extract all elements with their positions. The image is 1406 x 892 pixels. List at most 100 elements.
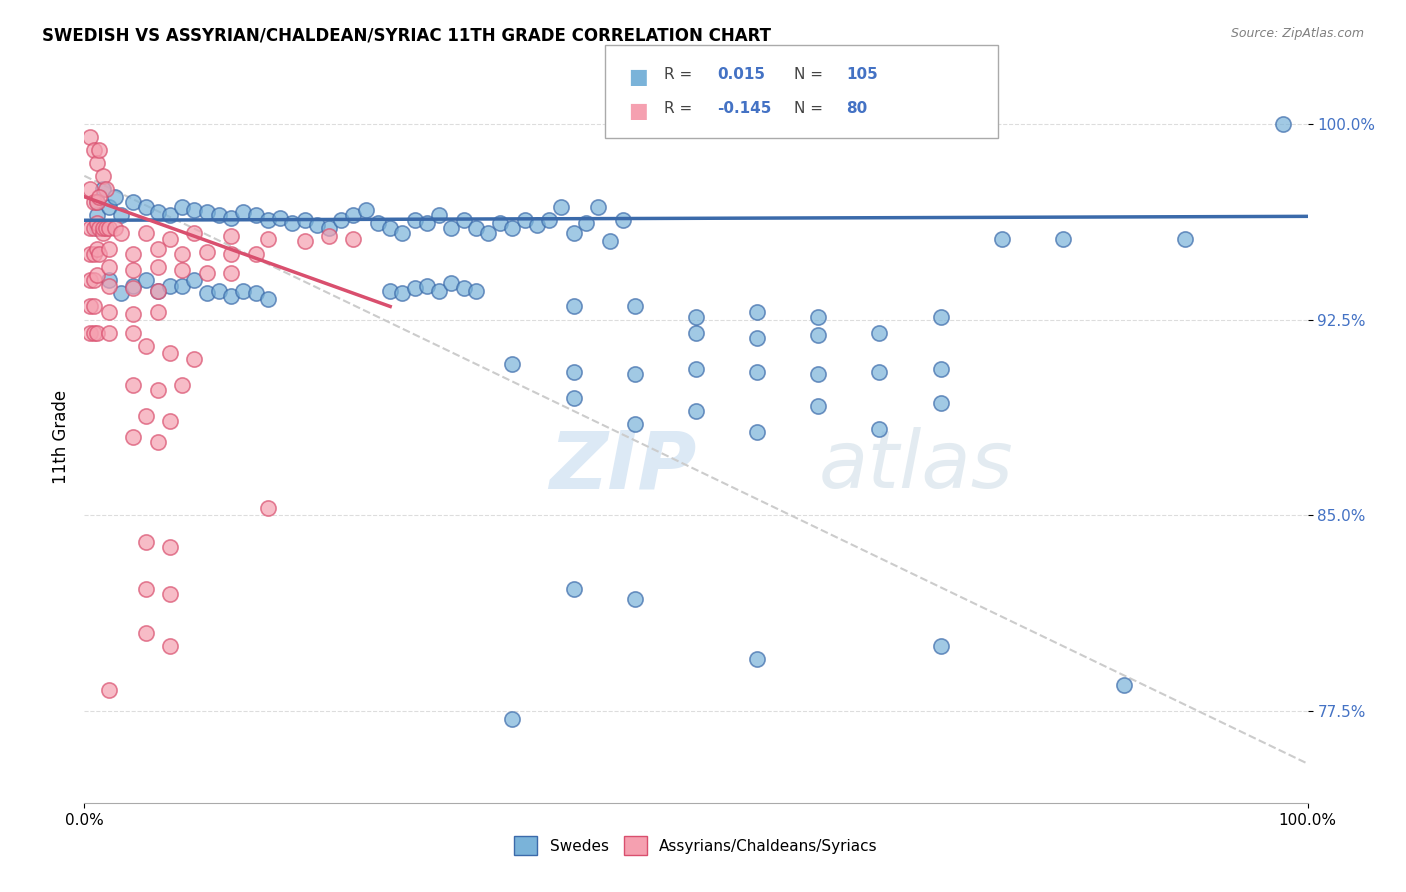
Point [1114, 678, 1136, 692]
Point [79, 326, 101, 340]
Point [562, 227, 585, 241]
Point [453, 281, 475, 295]
Point [146, 205, 169, 219]
Point [96, 182, 118, 196]
Point [464, 284, 486, 298]
Point [110, 208, 132, 222]
Point [195, 205, 218, 219]
Point [135, 409, 157, 424]
Point [489, 216, 512, 230]
Point [83, 143, 105, 157]
Point [97, 326, 120, 340]
Point [172, 247, 194, 261]
Point [219, 266, 242, 280]
Y-axis label: 11th Grade: 11th Grade [52, 390, 70, 484]
Point [159, 414, 181, 428]
Point [245, 247, 267, 261]
Point [513, 213, 536, 227]
Point [562, 582, 585, 596]
Text: atlas: atlas [818, 427, 1014, 506]
Text: Source: ZipAtlas.com: Source: ZipAtlas.com [1230, 27, 1364, 40]
Point [929, 362, 952, 376]
Point [807, 399, 830, 413]
Point [97, 683, 120, 698]
Point [208, 284, 231, 298]
Point [97, 242, 120, 256]
Point [159, 231, 181, 245]
Point [86, 216, 108, 230]
Point [257, 292, 280, 306]
Point [991, 231, 1014, 245]
Point [122, 377, 145, 392]
Point [869, 365, 891, 379]
Point [110, 227, 132, 241]
Point [245, 208, 267, 222]
Point [86, 242, 108, 256]
Point [79, 300, 101, 314]
Point [91, 169, 114, 183]
Point [427, 284, 450, 298]
Point [747, 365, 769, 379]
Point [562, 365, 585, 379]
Point [294, 213, 316, 227]
Point [245, 286, 267, 301]
Point [159, 540, 181, 554]
Point [294, 234, 316, 248]
Point [538, 213, 561, 227]
Point [172, 200, 194, 214]
Point [612, 213, 634, 227]
Text: N =: N = [794, 67, 828, 82]
Point [464, 221, 486, 235]
Point [269, 211, 291, 225]
Point [502, 221, 524, 235]
Point [219, 229, 242, 244]
Point [685, 326, 707, 340]
Point [232, 205, 254, 219]
Point [807, 368, 830, 382]
Point [219, 247, 242, 261]
Text: R =: R = [664, 101, 697, 116]
Point [146, 383, 169, 397]
Point [122, 326, 145, 340]
Point [624, 300, 647, 314]
Point [281, 216, 304, 230]
Point [83, 273, 105, 287]
Point [104, 190, 127, 204]
Point [404, 281, 426, 295]
Point [380, 284, 402, 298]
Text: 80: 80 [846, 101, 868, 116]
Point [83, 326, 105, 340]
Point [146, 242, 169, 256]
Point [257, 500, 280, 515]
Point [502, 357, 524, 371]
Point [97, 273, 120, 287]
Point [86, 194, 108, 209]
Point [624, 368, 647, 382]
Point [86, 268, 108, 282]
Point [96, 221, 118, 235]
Point [440, 221, 463, 235]
Point [135, 227, 157, 241]
Point [172, 377, 194, 392]
Text: 105: 105 [846, 67, 879, 82]
Point [86, 326, 108, 340]
Point [257, 213, 280, 227]
Point [624, 592, 647, 607]
Point [110, 286, 132, 301]
Point [104, 221, 127, 235]
Text: ZIP: ZIP [550, 427, 696, 506]
Point [1052, 231, 1074, 245]
Point [391, 286, 413, 301]
Point [122, 263, 145, 277]
Point [416, 216, 439, 230]
Point [87, 247, 110, 261]
Point [122, 278, 145, 293]
Point [342, 231, 364, 245]
Point [86, 155, 108, 169]
Point [159, 587, 181, 601]
Point [83, 247, 105, 261]
Point [97, 221, 120, 235]
Point [318, 221, 340, 235]
Point [453, 213, 475, 227]
Point [354, 202, 377, 217]
